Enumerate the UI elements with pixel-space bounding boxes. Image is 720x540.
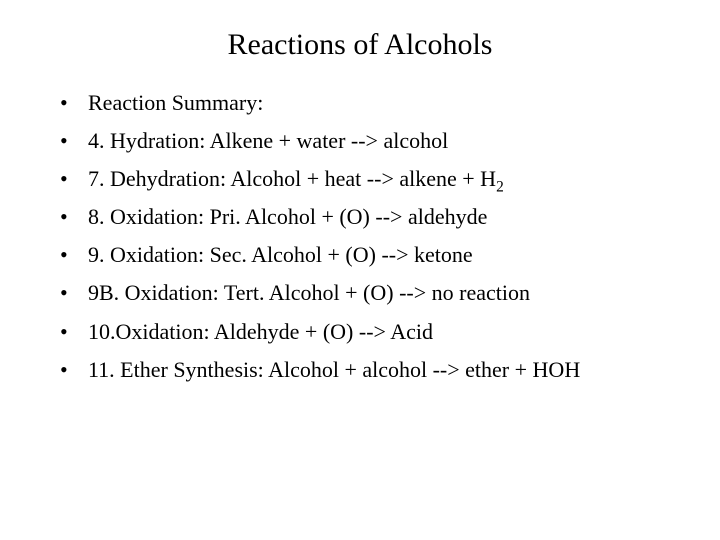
bullet-item: Reaction Summary: [60,86,680,120]
bullet-item: 4. Hydration: Alkene + water --> alcohol [60,124,680,158]
bullet-item: 8. Oxidation: Pri. Alcohol + (O) --> ald… [60,200,680,234]
bullet-text: 9. Oxidation: Sec. Alcohol + (O) --> ket… [88,242,473,267]
bullet-text: 10.Oxidation: Aldehyde + (O) --> Acid [88,319,433,344]
bullet-item: 9. Oxidation: Sec. Alcohol + (O) --> ket… [60,238,680,272]
slide-title: Reactions of Alcohols [40,28,680,62]
bullet-text: 4. Hydration: Alkene + water --> alcohol [88,128,448,153]
subscript: 2 [496,179,504,196]
bullet-item: 11. Ether Synthesis: Alcohol + alcohol -… [60,353,680,387]
bullet-item: 7. Dehydration: Alcohol + heat --> alken… [60,162,680,196]
bullet-item: 10.Oxidation: Aldehyde + (O) --> Acid [60,315,680,349]
bullet-text: 8. Oxidation: Pri. Alcohol + (O) --> ald… [88,204,487,229]
bullet-text: 11. Ether Synthesis: Alcohol + alcohol -… [88,357,580,382]
bullet-text: Reaction Summary: [88,90,263,115]
bullet-item: 9B. Oxidation: Tert. Alcohol + (O) --> n… [60,276,680,310]
bullet-text-prefix: 7. Dehydration: Alcohol + heat --> alken… [88,166,496,191]
bullet-list: Reaction Summary: 4. Hydration: Alkene +… [40,86,680,387]
slide-container: Reactions of Alcohols Reaction Summary: … [0,0,720,540]
bullet-text: 9B. Oxidation: Tert. Alcohol + (O) --> n… [88,280,530,305]
